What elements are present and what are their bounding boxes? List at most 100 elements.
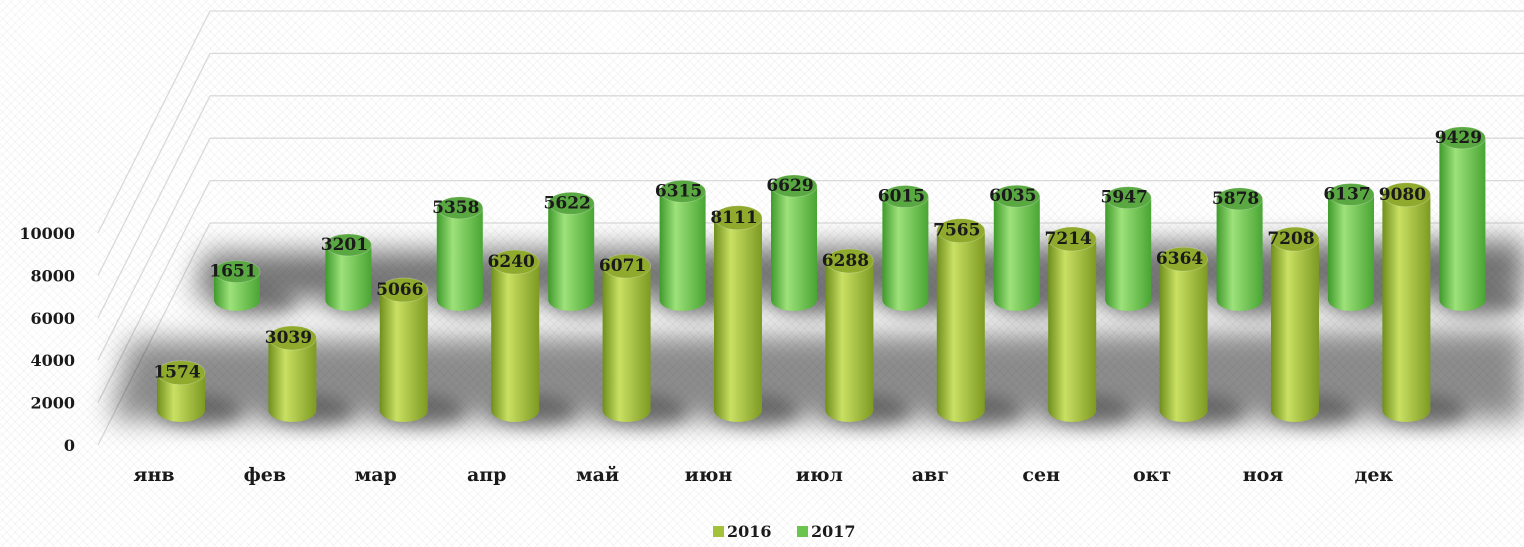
bar-2016-июн: 8111: [710, 205, 798, 428]
data-label: 5878: [1212, 189, 1259, 209]
legend-item-2016: 2016: [713, 522, 772, 541]
bar-body: [1048, 239, 1097, 422]
bar-top: [1047, 226, 1097, 252]
bar-body: [157, 372, 205, 422]
bar-body: [1439, 137, 1486, 311]
bar-body: [325, 244, 372, 311]
bar-top: [882, 185, 929, 208]
data-label: 7565: [933, 221, 980, 241]
bar-top: [1216, 187, 1263, 211]
data-label: 6315: [655, 181, 702, 201]
bar-top: [490, 249, 540, 275]
legend-swatch: [797, 526, 808, 537]
data-label: 5622: [544, 193, 591, 213]
bar-2016-апр: 6240: [488, 249, 576, 428]
data-label: 6137: [1323, 184, 1370, 204]
data-label: 6629: [766, 176, 813, 196]
bar-2016-ноя: 7208: [1267, 226, 1355, 428]
bar-top: [713, 205, 763, 231]
x-tick-label: июн: [685, 464, 733, 486]
bar-2016-май: 6071: [599, 253, 687, 428]
bar-2016-мар: 5066: [376, 277, 464, 428]
legend-swatch: [713, 526, 724, 537]
bar-body: [825, 260, 874, 422]
x-tick-label: фев: [244, 464, 286, 486]
bar-body: [436, 207, 483, 311]
y-tick-label: 0: [64, 436, 75, 455]
bar-2016-дек: 9080: [1379, 182, 1467, 428]
bar-body: [1328, 194, 1374, 311]
bar-body: [214, 271, 260, 311]
bar-body: [268, 337, 317, 422]
data-label: 8111: [710, 208, 757, 228]
x-tick-label: янв: [133, 464, 174, 486]
bar-top: [213, 260, 261, 284]
gridline-depth: [97, 10, 211, 234]
bar-2016-июл: 6288: [822, 248, 910, 428]
bar-body: [548, 203, 595, 311]
bar-top: [993, 184, 1041, 208]
bar-body: [1159, 259, 1208, 422]
x-tick-label: май: [576, 464, 619, 486]
x-tick-label: мар: [355, 464, 397, 486]
x-tick-label: дек: [1355, 464, 1394, 486]
x-tick-label: сен: [1022, 464, 1060, 486]
bar-top: [267, 325, 317, 351]
data-label: 5947: [1101, 188, 1148, 208]
x-tick-label: июл: [796, 464, 843, 486]
x-tick-label: окт: [1133, 464, 1171, 486]
bar-body: [491, 262, 540, 422]
bar-body: [993, 196, 1040, 311]
bar-top: [659, 179, 706, 203]
bar-top: [1159, 246, 1208, 272]
gridline-depth: [97, 137, 211, 361]
bar-body: [659, 191, 706, 311]
bar-top: [1270, 226, 1320, 252]
bar-body: [771, 185, 817, 311]
data-label: 5066: [376, 280, 423, 300]
bar-top: [770, 174, 818, 198]
bar-top: [1104, 186, 1152, 210]
data-label: 3039: [265, 328, 312, 348]
bar-body: [882, 196, 929, 311]
bar-2016-сен: 7214: [1045, 226, 1133, 428]
x-tick-label: апр: [467, 464, 507, 486]
data-label: 1574: [153, 363, 200, 383]
bar-2016-авг: 7565: [933, 218, 1021, 428]
x-tick-label: ноя: [1243, 464, 1284, 486]
data-label: 6240: [488, 252, 535, 272]
bar-body: [602, 266, 651, 422]
y-tick-label: 8000: [30, 266, 75, 285]
bar-2017-янв: 1651: [209, 260, 296, 317]
y-tick-label: 6000: [30, 309, 75, 328]
bar-body: [714, 217, 762, 422]
bar-body: [1216, 198, 1263, 311]
y-tick-label: 2000: [30, 394, 75, 413]
data-label: 5358: [432, 198, 479, 218]
data-label: 3201: [321, 235, 368, 255]
bar-top: [547, 191, 595, 215]
data-label: 7214: [1045, 229, 1092, 249]
data-label: 6071: [599, 256, 646, 276]
bar-body: [1382, 194, 1431, 422]
bar-top: [1439, 126, 1486, 150]
bar-2016-янв: 1574: [153, 360, 241, 428]
bar-2016-фев: 3039: [265, 325, 353, 428]
gridline-depth: [97, 95, 211, 319]
bar-top: [936, 218, 986, 244]
bar-top: [436, 196, 484, 220]
legend-label: 2017: [811, 522, 856, 541]
bar-top: [324, 233, 372, 257]
bar-body: [936, 230, 985, 422]
data-label: 1651: [209, 262, 256, 282]
bar-2016-окт: 6364: [1156, 246, 1244, 428]
bar-body: [1105, 197, 1152, 311]
data-label: 6035: [989, 186, 1036, 206]
bar-top: [825, 248, 874, 274]
y-tick-label: 10000: [19, 224, 75, 243]
bar-body: [379, 289, 428, 422]
data-label: 6015: [878, 187, 925, 207]
bar-top: [379, 277, 429, 303]
